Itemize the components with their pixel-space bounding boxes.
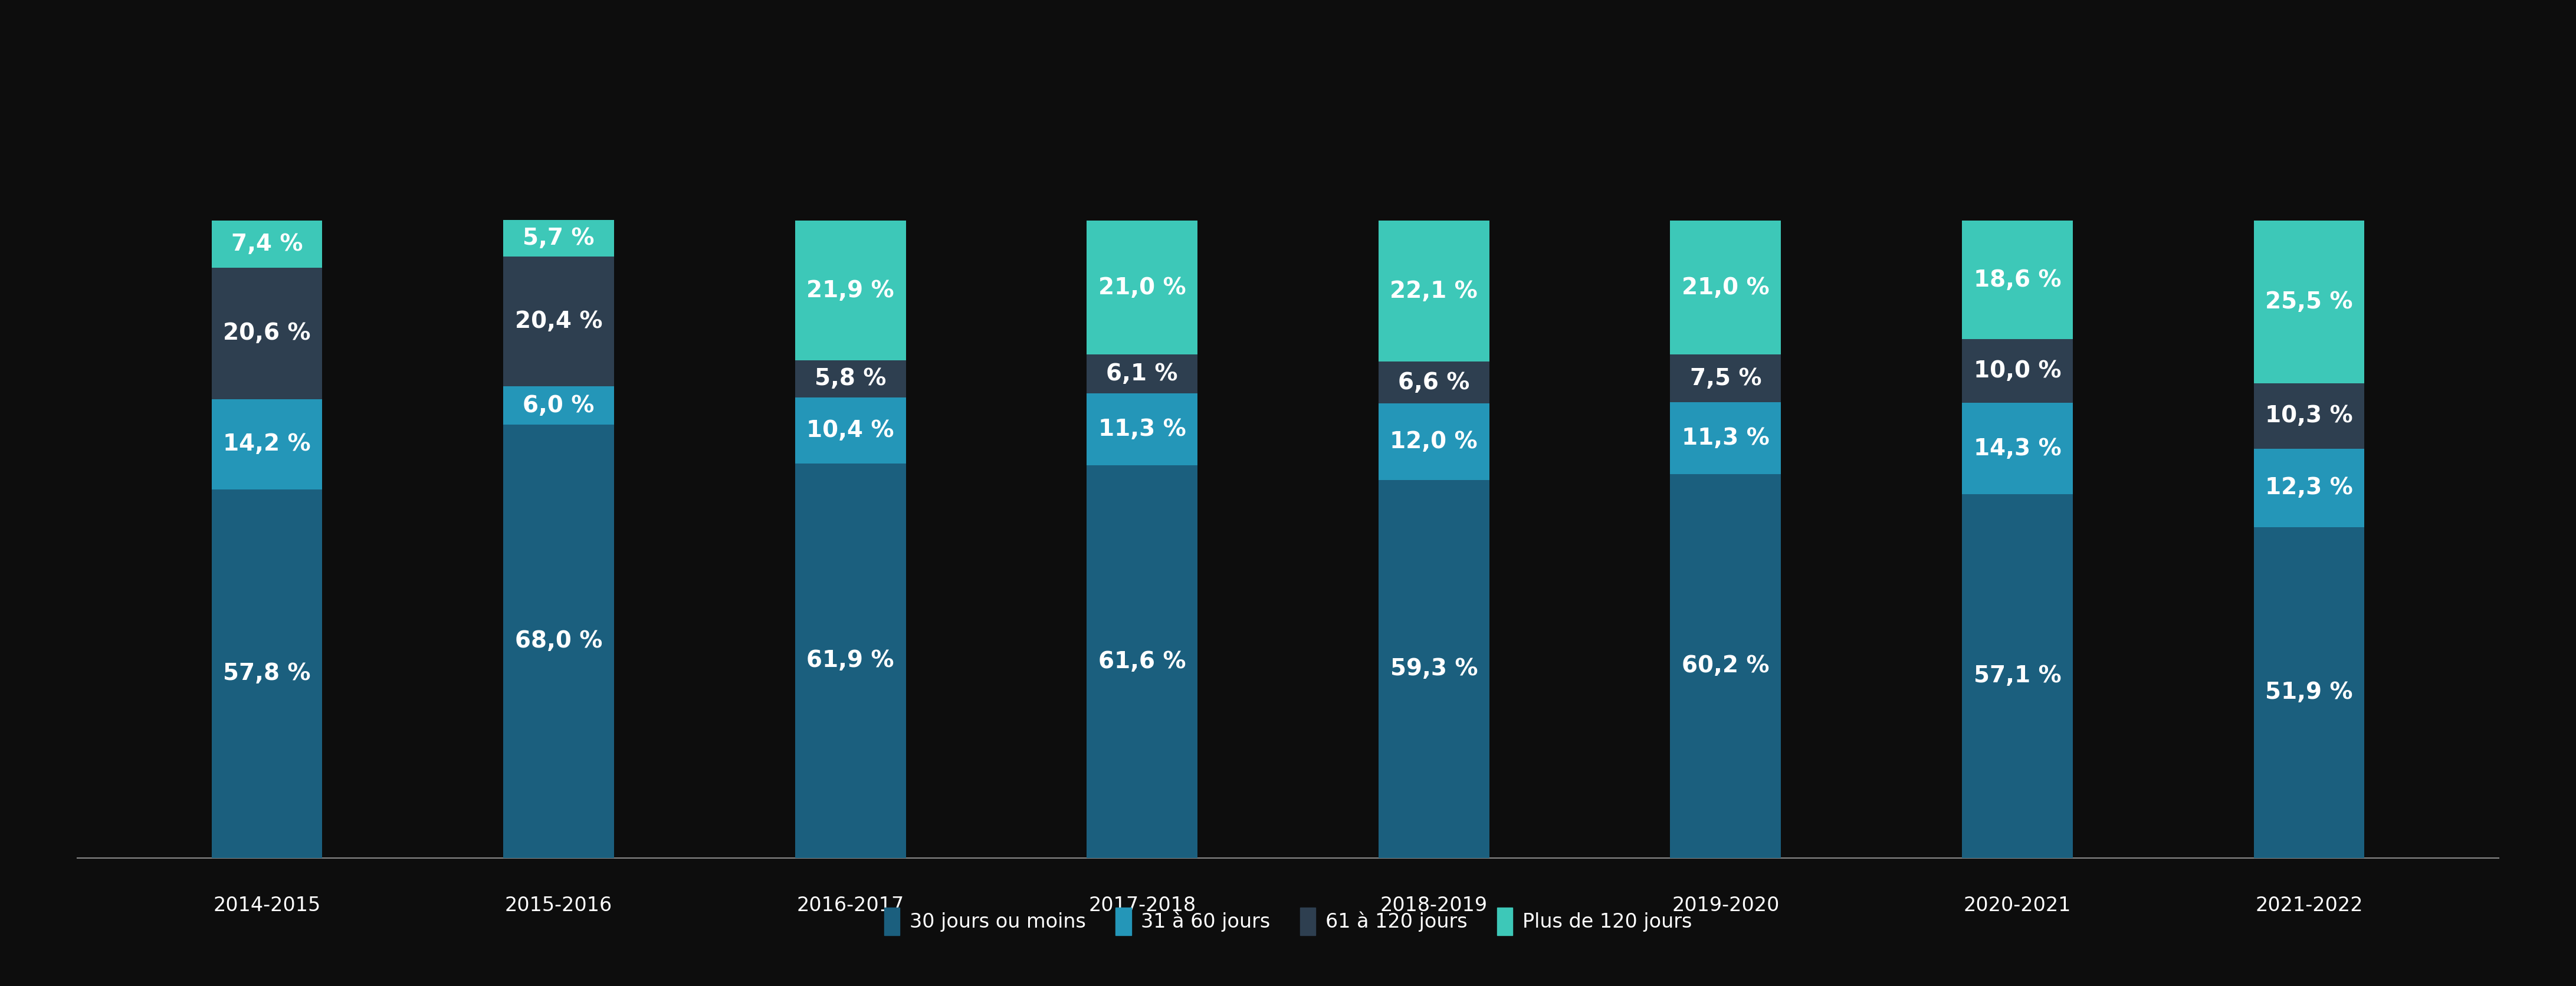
Text: 11,3 %: 11,3 % [1097,418,1185,441]
Text: 2020-2021: 2020-2021 [1963,896,2071,916]
Text: 5,7 %: 5,7 % [523,227,595,249]
Text: 51,9 %: 51,9 % [2264,681,2352,704]
Text: 61,9 %: 61,9 % [806,650,894,671]
Text: 57,8 %: 57,8 % [224,663,312,685]
Text: 14,3 %: 14,3 % [1973,437,2061,459]
Text: 14,2 %: 14,2 % [224,433,312,456]
Bar [1378,362,1489,403]
Text: 6,0 %: 6,0 % [523,394,595,417]
Text: 7,4 %: 7,4 % [232,233,304,255]
Text: 20,6 %: 20,6 % [224,322,312,345]
Text: 6,1 %: 6,1 % [1105,363,1177,386]
Bar [502,387,613,425]
Text: 68,0 %: 68,0 % [515,630,603,653]
Text: 10,4 %: 10,4 % [806,419,894,442]
Bar [502,256,613,387]
Bar [796,463,907,858]
Legend: 30 jours ou moins, 31 à 60 jours, 61 à 120 jours, Plus de 120 jours: 30 jours ou moins, 31 à 60 jours, 61 à 1… [876,899,1700,944]
Text: 57,1 %: 57,1 % [1973,665,2061,687]
Text: 2016-2017: 2016-2017 [796,896,904,916]
Text: 59,3 %: 59,3 % [1391,658,1479,680]
Text: 22,1 %: 22,1 % [1391,280,1479,303]
Bar [1669,355,1780,402]
Text: 60,2 %: 60,2 % [1682,655,1770,677]
Text: 61,6 %: 61,6 % [1097,651,1185,672]
Text: 12,0 %: 12,0 % [1391,431,1479,453]
Text: 10,3 %: 10,3 % [2264,405,2352,427]
Text: 10,0 %: 10,0 % [1973,360,2061,383]
Bar [1669,474,1780,858]
Bar [1963,339,2074,403]
Text: 2018-2019: 2018-2019 [1381,896,1486,916]
Text: 20,4 %: 20,4 % [515,311,603,332]
Bar [1087,393,1198,465]
Bar [796,221,907,360]
Text: 2017-2018: 2017-2018 [1090,896,1195,916]
Bar [1669,221,1780,355]
Bar [1378,403,1489,480]
Bar [796,360,907,397]
Bar [211,221,322,268]
Text: 12,3 %: 12,3 % [2264,477,2352,499]
Bar [502,425,613,858]
Bar [2254,221,2365,384]
Text: 2014-2015: 2014-2015 [214,896,319,916]
Text: 25,5 %: 25,5 % [2264,291,2352,314]
Text: 7,5 %: 7,5 % [1690,367,1762,389]
Bar [211,268,322,399]
Text: 21,0 %: 21,0 % [1097,276,1185,299]
Bar [1378,221,1489,362]
Text: 2019-2020: 2019-2020 [1672,896,1780,916]
Bar [2254,528,2365,858]
Text: 21,0 %: 21,0 % [1682,276,1770,299]
Bar [211,399,322,490]
Text: 2015-2016: 2015-2016 [505,896,613,916]
Bar [796,397,907,463]
Text: 21,9 %: 21,9 % [806,279,894,302]
Bar [502,220,613,256]
Bar [1963,494,2074,858]
Bar [1669,402,1780,474]
Bar [1963,403,2074,494]
Text: 2021-2022: 2021-2022 [2254,896,2362,916]
Bar [1087,221,1198,355]
Text: 5,8 %: 5,8 % [814,368,886,389]
Text: 6,6 %: 6,6 % [1399,372,1471,393]
Text: 18,6 %: 18,6 % [1973,269,2061,291]
Bar [1087,465,1198,858]
Text: 11,3 %: 11,3 % [1682,427,1770,450]
Bar [1087,355,1198,393]
Bar [2254,384,2365,449]
Bar [211,490,322,858]
Bar [1378,480,1489,858]
Bar [2254,449,2365,528]
Bar [1963,221,2074,339]
